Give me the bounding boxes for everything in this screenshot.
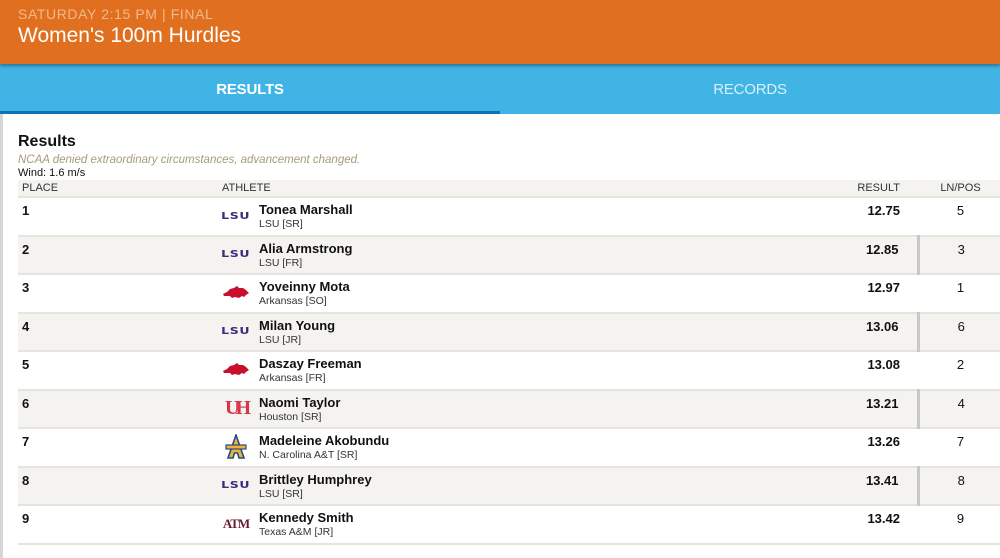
athlete-cell: Yoveinny Mota Arkansas [SO] [218,274,808,313]
athlete-cell: ATM Kennedy Smith Texas A&M [JR] [218,505,808,544]
tab-records[interactable]: RECORDS [713,80,787,98]
place-cell: 6 [22,395,30,411]
athlete-cell: LSU Brittley Humphrey LSU [SR] [218,467,808,506]
event-meta: SATURDAY 2:15 PM | FINAL [18,6,214,22]
athlete-school: LSU [FR] [259,256,303,269]
lnpos-cell: 7 [956,434,965,449]
athlete-cell: Daszay Freeman Arkansas [FR] [218,351,808,390]
place-cell: 7 [22,434,30,449]
place-cell: 3 [22,280,30,295]
lnpos-cell: 9 [956,511,965,526]
result-cell: 13.06 [808,312,920,351]
lnpos-cell: 6 [957,318,965,334]
athlete-name[interactable]: Daszay Freeman [259,356,362,371]
lnpos-cell: 2 [956,357,965,372]
column-header-result[interactable]: RESULT [808,180,918,198]
event-title: Women's 100m Hurdles [18,24,242,47]
result-cell: 12.75 [867,203,900,218]
result-cell: 13.08 [867,357,900,372]
table-row[interactable]: 4 LSU Milan Young LSU [JR] 13.06 6 [18,312,1000,352]
section-title: Results [18,133,76,150]
athlete-cell: LSU Alia Armstrong LSU [FR] [218,236,808,275]
athlete-school: Houston [SR] [259,410,322,423]
athlete-school: Arkansas [SO] [259,295,327,307]
column-header-lnpos[interactable]: LN/POS [918,180,1000,198]
athlete-name[interactable]: Madeleine Akobundu [259,433,390,448]
place-cell: 2 [22,241,30,257]
table-header-row: PLACE ATHLETE RESULT LN/POS [18,180,1000,198]
place-cell: 1 [22,203,30,218]
result-cell: 13.26 [867,434,900,449]
athlete-school: Arkansas [FR] [259,372,326,384]
athlete-cell: LSU Milan Young LSU [JR] [218,313,808,352]
lnpos-cell: 8 [957,472,965,488]
column-header-athlete[interactable]: ATHLETE [218,180,808,198]
athlete-name[interactable]: Tonea Marshall [259,202,353,217]
athlete-name[interactable]: Alia Armstrong [259,240,353,256]
athlete-name[interactable]: Milan Young [259,317,336,333]
table-row[interactable]: 6 UH Naomi Taylor Houston [SR] 13.21 4 [18,389,1000,429]
tab-bar: RESULTS RECORDS [0,64,1000,114]
tamu-monogram: ATM [222,516,250,531]
athlete-school: LSU [SR] [259,218,303,230]
result-cell: 13.21 [808,389,920,428]
table-row[interactable]: 8 LSU Brittley Humphrey LSU [SR] 13.41 8 [18,466,1000,506]
table-row[interactable]: 3 Yoveinny Mota Arkansas [SO] 12.97 1 [18,274,1000,313]
lsu-wordmark: LSU [221,326,251,337]
table-row[interactable]: 1 LSU Tonea Marshall LSU [SR] 12.75 5 [18,197,1000,236]
table-row[interactable]: 9 ATM Kennedy Smith Texas A&M [JR] 13.42… [18,505,1000,544]
lsu-wordmark: LSU [221,210,251,222]
nc-at-aggies-logo-icon [221,433,251,461]
lnpos-cell: 3 [957,241,965,257]
results-panel: Results NCAA denied extraordinary circum… [0,114,1000,558]
lsu-logo-icon: LSU [221,241,251,269]
arkansas-razorback-logo-icon [221,279,251,307]
lnpos-cell: 5 [956,203,965,218]
results-table: PLACE ATHLETE RESULT LN/POS 1 LSU Tonea … [18,180,1000,545]
athlete-name[interactable]: Naomi Taylor [259,394,341,410]
place-cell: 8 [22,472,30,488]
athlete-name[interactable]: Brittley Humphrey [259,471,372,487]
athlete-cell: Madeleine Akobundu N. Carolina A&T [SR] [218,428,808,467]
place-cell: 9 [22,511,30,526]
razorback-icon [223,363,249,375]
athlete-school: N. Carolina A&T [SR] [259,449,358,461]
wind-reading: Wind: 1.6 m/s [18,167,86,179]
arkansas-razorback-logo-icon [221,356,251,384]
table-row[interactable]: 7 Madeleine Akobundu N. Carolina A&T [SR… [18,428,1000,467]
lsu-wordmark: LSU [221,480,251,491]
athlete-school: LSU [JR] [259,333,302,346]
athlete-school: Texas A&M [JR] [259,526,334,538]
razorback-icon [223,286,249,298]
athlete-name[interactable]: Kennedy Smith [259,510,354,525]
lsu-logo-icon: LSU [221,318,251,346]
lsu-logo-icon: LSU [221,472,251,500]
houston-uh-logo-icon: UH [221,395,251,423]
uh-monogram: UH [225,397,251,419]
lnpos-cell: 1 [956,280,965,295]
lnpos-cell: 4 [957,395,965,411]
results-note: NCAA denied extraordinary circumstances,… [18,154,361,166]
result-cell: 12.85 [808,235,920,274]
tab-results[interactable]: RESULTS [0,64,500,114]
athlete-school: LSU [SR] [259,487,303,500]
place-cell: 5 [22,357,30,372]
athlete-cell: LSU Tonea Marshall LSU [SR] [218,197,808,236]
lsu-logo-icon: LSU [221,202,251,230]
place-cell: 4 [22,318,30,334]
event-header: SATURDAY 2:15 PM | FINAL Women's 100m Hu… [0,0,1000,64]
athlete-cell: UH Naomi Taylor Houston [SR] [218,390,808,429]
result-cell: 13.42 [867,511,900,526]
result-cell: 13.41 [808,466,920,505]
lsu-wordmark: LSU [221,249,251,260]
result-cell: 12.97 [867,280,900,295]
athlete-name[interactable]: Yoveinny Mota [259,279,350,294]
texas-am-logo-icon: ATM [221,510,251,538]
column-header-place[interactable]: PLACE [18,180,218,198]
table-row[interactable]: 5 Daszay Freeman Arkansas [FR] 13.08 2 [18,351,1000,390]
aggies-a-icon [225,434,247,459]
table-row[interactable]: 2 LSU Alia Armstrong LSU [FR] 12.85 3 [18,235,1000,275]
